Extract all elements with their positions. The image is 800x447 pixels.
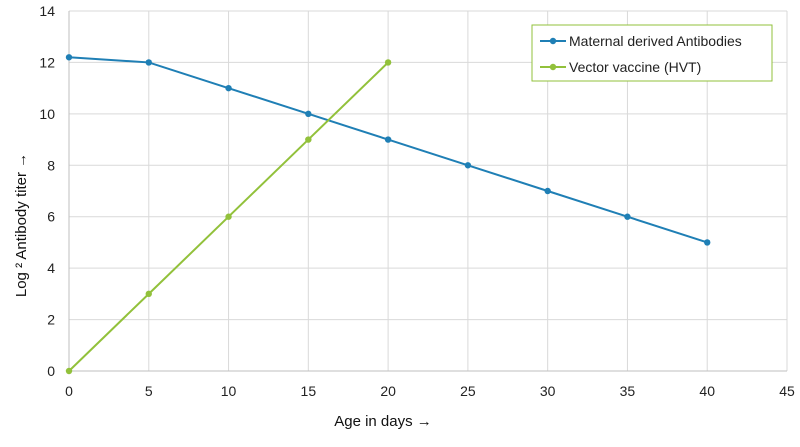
y-tick-label: 14 [39,3,55,19]
y-tick-label: 12 [39,54,55,70]
y-tick-label: 0 [47,363,55,379]
x-tick-label: 15 [301,383,317,399]
x-tick-label: 10 [221,383,237,399]
x-tick-label: 35 [620,383,636,399]
legend-label: Vector vaccine (HVT) [569,59,701,75]
tick-labels: 0 5 10 15 20 25 30 35 40 45 0 2 4 6 8 10 12 14 [39,3,795,399]
legend-marker [549,63,557,71]
y-tick-label: 6 [47,209,55,225]
y-tick-label: 4 [47,260,55,276]
data-point [704,239,711,246]
y-axis-title: Log ² Antibody titer → [13,153,30,297]
data-point [145,290,152,298]
data-point [65,54,73,61]
data-point [464,162,472,169]
series-lines [65,54,711,375]
data-point [65,367,73,375]
data-point [305,136,312,143]
x-tick-label: 40 [699,383,715,399]
legend-marker [549,37,557,45]
data-point [305,110,312,118]
y-tick-label: 8 [47,157,55,173]
x-tick-label: 5 [145,383,153,399]
data-point [544,187,551,195]
y-tick-label: 10 [39,106,55,122]
axes [68,11,787,372]
legend-box [531,24,773,82]
data-point [624,213,631,220]
x-tick-label: 0 [65,383,73,399]
data-point [384,136,392,143]
x-tick-label: 30 [540,383,556,399]
x-tick-label: 20 [380,383,396,399]
x-tick-label: 25 [460,383,476,399]
x-axis-title: Age in days → [334,413,432,430]
x-tick-label: 45 [779,383,795,399]
data-point [225,84,232,92]
y-tick-label: 2 [47,312,55,328]
data-point [384,59,392,66]
data-point [145,59,152,66]
legend-label: Maternal derived Antibodies [569,33,742,49]
legend: Maternal derived Antibodies Vector vaccin… [531,24,773,82]
data-point [225,213,232,220]
